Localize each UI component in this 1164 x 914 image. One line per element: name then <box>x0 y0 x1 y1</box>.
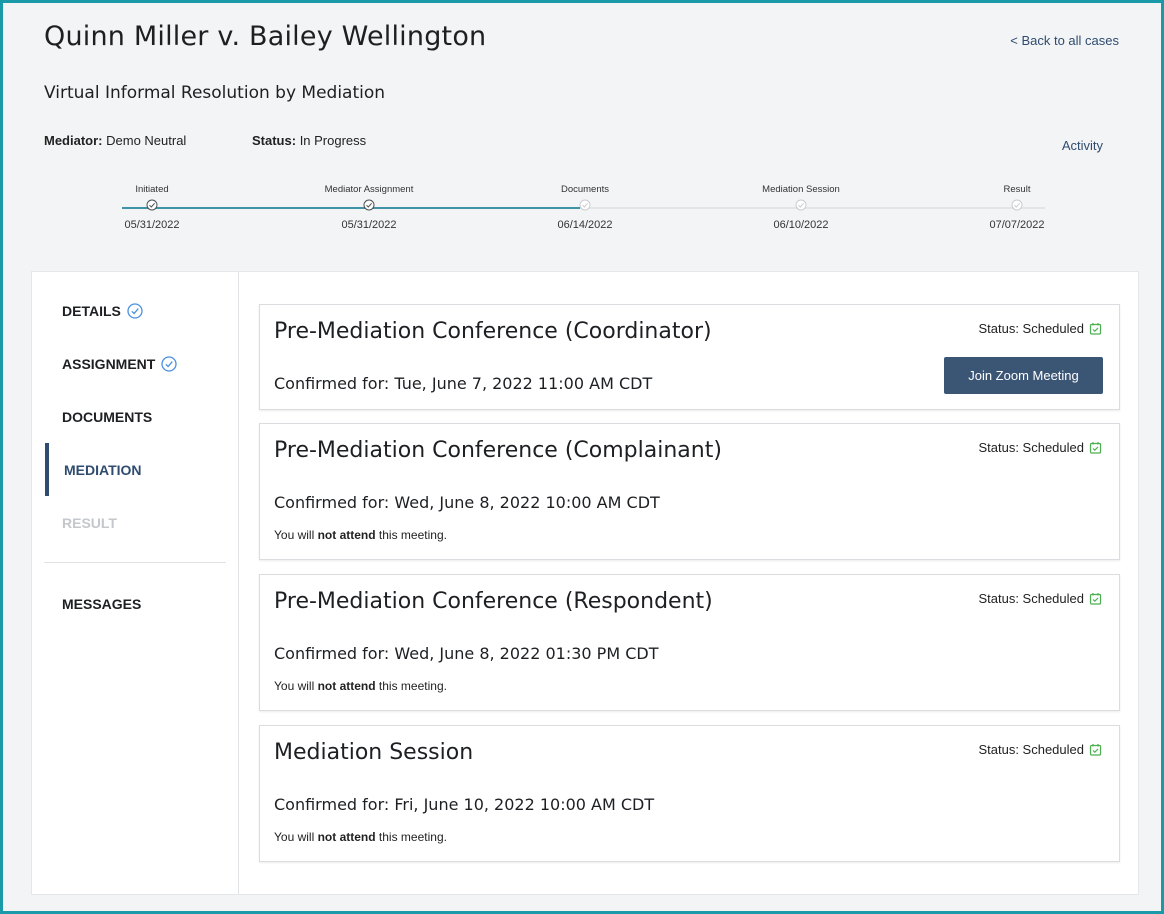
tracker-step-date: 05/31/2022 <box>124 219 180 231</box>
session-title: Pre-Mediation Conference (Respondent) <box>274 589 713 614</box>
attendance-note-prefix: You will <box>274 679 318 693</box>
attendance-note-suffix: this meeting. <box>375 679 447 693</box>
session-status-text: Status: Scheduled <box>978 742 1084 757</box>
session-confirmed-time: Confirmed for: Wed, June 8, 2022 10:00 A… <box>274 493 660 512</box>
attendance-note-suffix: this meeting. <box>375 528 447 542</box>
case-status-value: In Progress <box>299 133 367 148</box>
session-status: Status: Scheduled <box>978 742 1102 757</box>
session-card-coordinator: Pre-Mediation Conference (Coordinator) S… <box>259 304 1120 410</box>
case-subtitle: Virtual Informal Resolution by Mediation <box>44 83 386 103</box>
sidebar-item-assignment[interactable]: ASSIGNMENT <box>62 356 177 372</box>
attendance-note-emphasis: not attend <box>317 679 376 693</box>
session-card-respondent: Pre-Mediation Conference (Respondent) St… <box>259 574 1120 711</box>
check-circle-icon <box>146 199 158 211</box>
session-status-text: Status: Scheduled <box>978 321 1084 336</box>
attendance-note-prefix: You will <box>274 528 318 542</box>
mediator-info: Mediator: Demo Neutral <box>44 133 186 148</box>
session-status: Status: Scheduled <box>978 440 1102 455</box>
session-title: Pre-Mediation Conference (Coordinator) <box>274 319 712 344</box>
tracker-step-label: Mediator Assignment <box>324 184 414 195</box>
calendar-check-icon <box>1089 744 1102 756</box>
tracker-step-label: Result <box>1003 184 1031 195</box>
tracker-step-initiated: Initiated 05/31/2022 <box>52 183 252 231</box>
activity-link[interactable]: Activity <box>1061 138 1103 153</box>
calendar-check-icon <box>1089 323 1102 335</box>
sidebar-item-messages[interactable]: MESSAGES <box>62 596 141 612</box>
attendance-note-suffix: this meeting. <box>375 830 447 844</box>
tracker-step-date: 06/10/2022 <box>773 219 829 231</box>
session-confirmed-time: Confirmed for: Wed, June 8, 2022 01:30 P… <box>274 644 659 663</box>
attendance-note: You will not attend this meeting. <box>274 528 447 542</box>
session-card-mediation-session: Mediation Session Status: Scheduled Conf… <box>259 725 1120 862</box>
tracker-step-documents: Documents 06/14/2022 <box>485 183 685 231</box>
sidebar-item-label: DOCUMENTS <box>62 409 153 425</box>
tracker-step-date: 05/31/2022 <box>341 219 397 231</box>
session-title: Mediation Session <box>274 740 474 765</box>
attendance-note-emphasis: not attend <box>317 830 376 844</box>
active-nav-indicator <box>45 443 49 496</box>
sidebar-item-label: MEDIATION <box>64 462 142 478</box>
sidebar-item-label: DETAILS <box>62 303 121 319</box>
tracker-line-pending <box>580 207 1045 209</box>
tracker-step-label: Mediation Session <box>762 184 840 195</box>
attendance-note: You will not attend this meeting. <box>274 830 447 844</box>
session-confirmed-time: Confirmed for: Fri, June 10, 2022 10:00 … <box>274 795 655 814</box>
attendance-note-emphasis: not attend <box>317 528 376 542</box>
sidebar-item-details[interactable]: DETAILS <box>62 303 143 319</box>
tracker-step-label: Documents <box>560 184 610 195</box>
tracker-step-label: Initiated <box>135 184 169 195</box>
session-confirmed-time: Confirmed for: Tue, June 7, 2022 11:00 A… <box>274 374 653 393</box>
sidebar-item-label: RESULT <box>62 515 117 531</box>
case-status-info: Status: In Progress <box>252 133 366 148</box>
tracker-step-mediator-assignment: Mediator Assignment 05/31/2022 <box>269 183 469 231</box>
session-title: Pre-Mediation Conference (Complainant) <box>274 438 722 463</box>
check-circle-icon <box>579 199 591 211</box>
session-status-text: Status: Scheduled <box>978 591 1084 606</box>
check-circle-icon <box>1011 199 1023 211</box>
calendar-check-icon <box>1089 593 1102 605</box>
session-card-complainant: Pre-Mediation Conference (Complainant) S… <box>259 423 1120 560</box>
check-circle-icon <box>161 356 177 372</box>
tracker-line-complete <box>122 207 580 209</box>
check-circle-icon <box>795 199 807 211</box>
check-circle-icon <box>363 199 375 211</box>
sidebar-item-documents[interactable]: DOCUMENTS <box>62 409 152 425</box>
mediator-value: Demo Neutral <box>106 133 187 148</box>
join-zoom-meeting-button[interactable]: Join Zoom Meeting <box>944 357 1103 394</box>
attendance-note: You will not attend this meeting. <box>274 679 447 693</box>
case-sidebar: DETAILS ASSIGNMENT DOCUMENTS MEDIATION <box>32 272 239 894</box>
tracker-step-result: Result 07/07/2022 <box>917 183 1117 231</box>
calendar-check-icon <box>1089 442 1102 454</box>
sidebar-item-label: MESSAGES <box>62 596 142 612</box>
mediator-label: Mediator: <box>44 133 103 148</box>
check-circle-icon <box>127 303 143 319</box>
tracker-step-mediation-session: Mediation Session 06/10/2022 <box>701 183 901 231</box>
sidebar-item-label: ASSIGNMENT <box>62 356 156 372</box>
tracker-step-date: 07/07/2022 <box>989 219 1045 231</box>
sidebar-divider <box>44 562 226 563</box>
case-title: Quinn Miller v. Bailey Wellington <box>44 21 487 52</box>
sidebar-item-result: RESULT <box>62 515 117 531</box>
tracker-step-date: 06/14/2022 <box>557 219 613 231</box>
sidebar-item-mediation[interactable]: MEDIATION <box>64 462 142 478</box>
session-status-text: Status: Scheduled <box>978 440 1084 455</box>
case-status-label: Status: <box>252 133 297 148</box>
progress-tracker: Initiated 05/31/2022 Mediator Assignment… <box>3 183 1164 243</box>
attendance-note-prefix: You will <box>274 830 318 844</box>
session-status: Status: Scheduled <box>978 321 1102 336</box>
case-content-card: DETAILS ASSIGNMENT DOCUMENTS MEDIATION <box>31 271 1139 895</box>
back-to-cases-link[interactable]: < Back to all cases <box>1010 33 1119 48</box>
session-status: Status: Scheduled <box>978 591 1102 606</box>
